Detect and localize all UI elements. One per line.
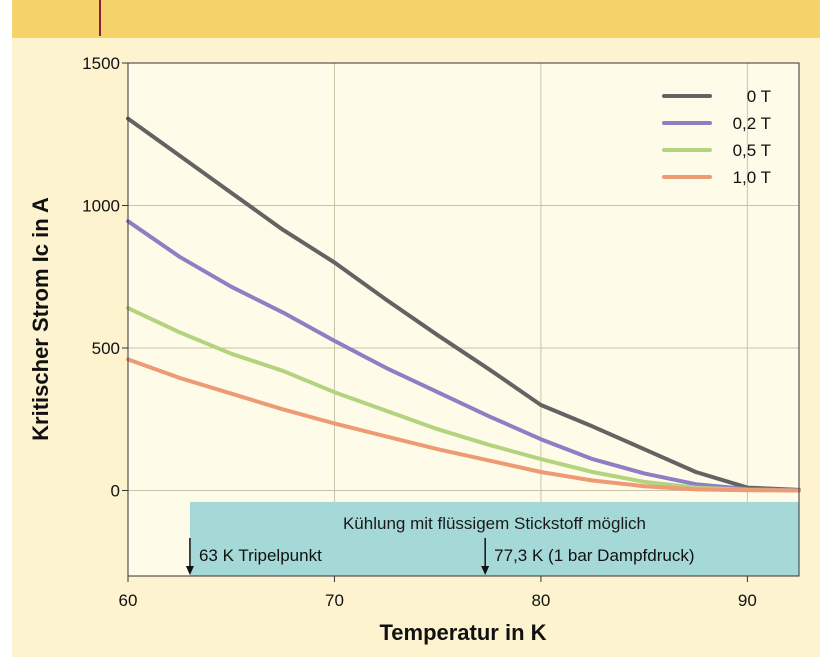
legend: 0 T 0,2 T 0,5 T 1,0 T	[662, 87, 771, 187]
legend-label-3: 0,5 T	[733, 141, 771, 160]
legend-label-2: 0,2 T	[733, 114, 771, 133]
x-tick-label: 60	[119, 591, 138, 610]
series-lines	[126, 116, 801, 493]
header-banner	[12, 0, 820, 38]
y-tick-label: 0	[111, 482, 120, 501]
axis-ticks: 60 70 80 90 0 500 1000 1500	[82, 54, 757, 610]
series-line-1	[126, 116, 801, 492]
plot-frame	[127, 62, 800, 577]
series-line-3	[126, 306, 801, 493]
x-axis-label: Temperatur in K	[379, 620, 546, 645]
y-tick-label: 500	[92, 339, 120, 358]
nitrogen-band-rect	[189, 501, 799, 576]
y-tick-label: 1500	[82, 54, 120, 73]
marker-label-1: 63 K Tripelpunkt	[199, 546, 322, 565]
x-tick-label: 90	[738, 591, 757, 610]
marker-label-2: 77,3 K (1 bar Dampfdruck)	[494, 546, 694, 565]
band-title: Kühlung mit flüssigem Stickstoff möglich	[343, 514, 646, 533]
y-tick-label: 1000	[82, 197, 120, 216]
y-axis-label: Kritischer Strom Ic in A	[28, 197, 53, 441]
x-tick-label: 80	[531, 591, 550, 610]
legend-label-4: 1,0 T	[733, 168, 771, 187]
plot-area	[128, 63, 799, 576]
nitrogen-cooling-band: Kühlung mit flüssigem Stickstoff möglich	[189, 501, 799, 576]
marker-arrowhead-1	[185, 566, 194, 575]
series-line-2	[126, 219, 801, 493]
marker-arrowhead-2	[481, 566, 490, 575]
x-tick-label: 70	[325, 591, 344, 610]
band-markers: 63 K Tripelpunkt 77,3 K (1 bar Dampfdruck…	[185, 538, 694, 575]
legend-label-1: 0 T	[747, 87, 771, 106]
series-line-4	[126, 357, 801, 493]
